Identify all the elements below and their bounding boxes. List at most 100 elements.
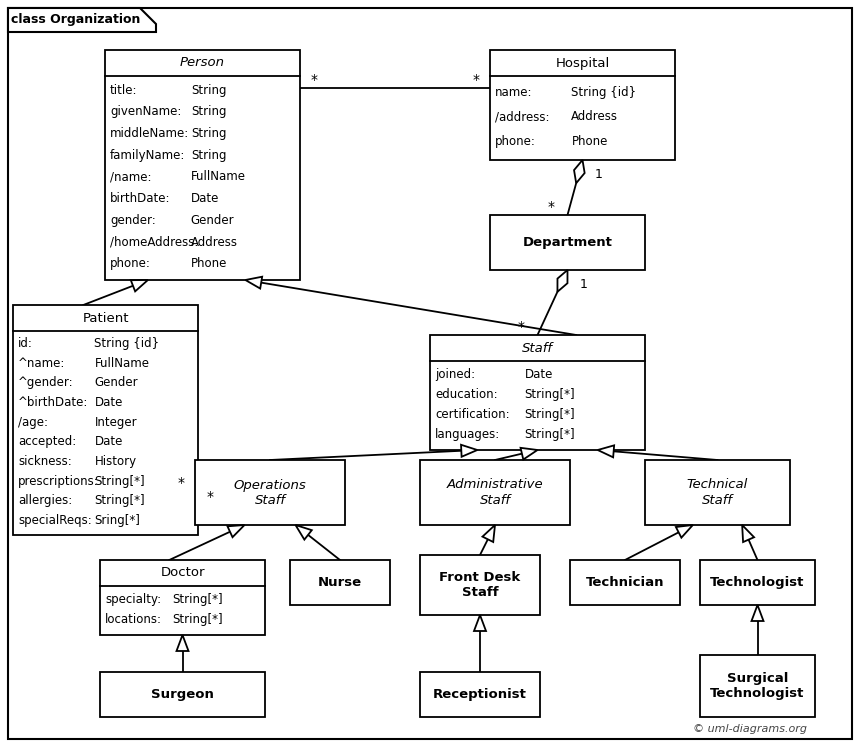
Text: *: *	[518, 320, 525, 334]
Polygon shape	[296, 525, 312, 539]
Text: *: *	[472, 73, 480, 87]
Text: prescriptions:: prescriptions:	[18, 474, 99, 488]
Polygon shape	[227, 525, 244, 537]
Text: allergies:: allergies:	[18, 495, 72, 507]
Text: String[*]: String[*]	[95, 474, 145, 488]
Text: String[*]: String[*]	[525, 428, 575, 441]
Text: Hospital: Hospital	[556, 57, 610, 69]
Polygon shape	[176, 635, 188, 651]
Text: String: String	[191, 127, 226, 140]
Text: Patient: Patient	[83, 311, 129, 324]
Text: Date: Date	[95, 396, 123, 409]
Text: String: String	[191, 84, 226, 96]
Text: *: *	[310, 73, 317, 87]
Text: joined:: joined:	[435, 368, 475, 381]
Text: Date: Date	[525, 368, 553, 381]
Bar	[490, 215, 645, 270]
Text: phone:: phone:	[110, 257, 150, 270]
Text: /address:: /address:	[495, 111, 550, 123]
Polygon shape	[742, 525, 754, 542]
Text: FullName: FullName	[95, 357, 150, 370]
Text: Administrative
Staff: Administrative Staff	[446, 479, 544, 506]
Text: *: *	[177, 476, 185, 489]
Text: accepted:: accepted:	[18, 436, 77, 448]
Bar	[195, 460, 345, 525]
Text: Gender: Gender	[191, 214, 235, 227]
Text: Surgeon: Surgeon	[151, 688, 214, 701]
Text: education:: education:	[435, 388, 498, 401]
Text: phone:: phone:	[495, 135, 536, 148]
Polygon shape	[482, 525, 495, 542]
Text: specialReqs:: specialReqs:	[18, 514, 92, 527]
Text: String[*]: String[*]	[173, 593, 224, 606]
Text: Phone: Phone	[571, 135, 608, 148]
Text: Receptionist: Receptionist	[433, 688, 527, 701]
Text: Staff: Staff	[522, 341, 553, 355]
Text: String[*]: String[*]	[173, 613, 224, 626]
Text: /name:: /name:	[110, 170, 151, 184]
Text: ^birthDate:: ^birthDate:	[18, 396, 89, 409]
Bar	[420, 555, 540, 615]
Text: Technical
Staff: Technical Staff	[687, 479, 748, 506]
Polygon shape	[461, 444, 477, 456]
Text: Technician: Technician	[586, 576, 664, 589]
Bar	[290, 560, 390, 605]
Text: birthDate:: birthDate:	[110, 192, 170, 205]
Text: Surgical
Technologist: Surgical Technologist	[710, 672, 805, 700]
Text: String[*]: String[*]	[525, 388, 575, 401]
Text: id:: id:	[18, 337, 33, 350]
Polygon shape	[574, 160, 585, 183]
Text: 1: 1	[580, 277, 587, 291]
Text: *: *	[206, 490, 213, 504]
Text: Sring[*]: Sring[*]	[95, 514, 140, 527]
Bar	[420, 460, 570, 525]
Text: specialty:: specialty:	[105, 593, 161, 606]
Text: History: History	[95, 455, 137, 468]
Text: title:: title:	[110, 84, 138, 96]
Text: ^gender:: ^gender:	[18, 376, 74, 389]
Text: Doctor: Doctor	[160, 566, 205, 580]
Text: Person: Person	[180, 57, 225, 69]
Polygon shape	[752, 605, 764, 621]
Bar	[105, 50, 300, 280]
Polygon shape	[474, 615, 486, 631]
Polygon shape	[245, 276, 262, 288]
Text: *: *	[548, 200, 555, 214]
Text: languages:: languages:	[435, 428, 501, 441]
Text: String {id}: String {id}	[571, 86, 636, 99]
Text: class Organization: class Organization	[11, 13, 141, 26]
Text: /age:: /age:	[18, 416, 48, 429]
Bar	[430, 335, 645, 450]
Text: middleName:: middleName:	[110, 127, 189, 140]
Text: Operations
Staff: Operations Staff	[234, 479, 306, 506]
Bar	[13, 305, 198, 535]
Polygon shape	[676, 525, 693, 538]
Text: Nurse: Nurse	[318, 576, 362, 589]
Text: gender:: gender:	[110, 214, 156, 227]
Polygon shape	[520, 447, 538, 459]
Text: String[*]: String[*]	[525, 408, 575, 421]
Text: String[*]: String[*]	[95, 495, 145, 507]
Text: String {id}: String {id}	[95, 337, 159, 350]
Text: Technologist: Technologist	[710, 576, 805, 589]
Text: String: String	[191, 105, 226, 118]
Bar	[570, 560, 680, 605]
Text: certification:: certification:	[435, 408, 510, 421]
Bar	[490, 50, 675, 160]
Text: givenName:: givenName:	[110, 105, 181, 118]
Bar	[700, 655, 815, 717]
Text: ^name:: ^name:	[18, 357, 65, 370]
Bar	[100, 672, 265, 717]
Polygon shape	[131, 280, 148, 291]
Text: String: String	[191, 149, 226, 161]
Bar	[420, 672, 540, 717]
Polygon shape	[598, 445, 614, 457]
Text: © uml-diagrams.org: © uml-diagrams.org	[693, 724, 807, 734]
Polygon shape	[557, 270, 568, 292]
Text: Address: Address	[191, 235, 238, 249]
Text: Date: Date	[191, 192, 219, 205]
Text: locations:: locations:	[105, 613, 162, 626]
Text: FullName: FullName	[191, 170, 246, 184]
Text: Date: Date	[95, 436, 123, 448]
Text: Address: Address	[571, 111, 618, 123]
